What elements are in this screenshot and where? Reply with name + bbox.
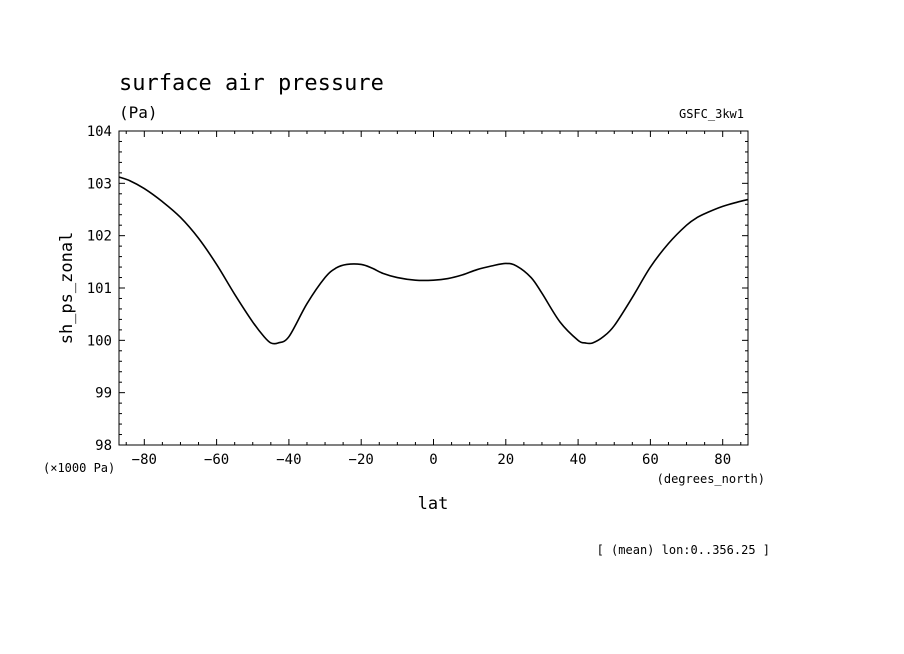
model-label: GSFC_3kw1 xyxy=(679,107,744,121)
y-axis-title: sh_ps_zonal xyxy=(57,232,77,345)
units-label: (Pa) xyxy=(119,103,158,122)
x-tick-label: −20 xyxy=(349,452,374,468)
x-axis-title: lat xyxy=(418,494,449,514)
x-tick-label: 40 xyxy=(570,452,587,468)
series-line xyxy=(118,176,749,345)
x-tick-label: 20 xyxy=(497,452,514,468)
x-axis-units: (degrees_north) xyxy=(657,472,765,486)
y-tick-label: 101 xyxy=(87,281,112,297)
footnote: [ (mean) lon:0..356.25 ] xyxy=(597,543,770,557)
plot-area: −80 −60 −40 −20 0 20 40 60 80 98 99 100 101 102 103 10… xyxy=(87,124,749,468)
x-tick-label: 80 xyxy=(714,452,731,468)
x-tick-label: −40 xyxy=(276,452,301,468)
y-axis: 98 99 100 101 102 103 104 xyxy=(87,124,748,454)
y-tick-label: 102 xyxy=(87,229,112,245)
y-tick-label: 104 xyxy=(87,124,112,140)
chart-title: surface air pressure xyxy=(119,71,384,96)
y-tick-label: 103 xyxy=(87,176,112,192)
x-tick-label: 60 xyxy=(642,452,659,468)
y-scale-label: (×1000 Pa) xyxy=(43,461,115,475)
x-tick-label: −60 xyxy=(204,452,229,468)
y-tick-label: 99 xyxy=(95,386,112,402)
plot-frame xyxy=(118,130,749,446)
x-tick-label: −80 xyxy=(132,452,157,468)
x-axis: −80 −60 −40 −20 0 20 40 60 80 xyxy=(125,131,742,468)
x-tick-label: 0 xyxy=(429,452,437,468)
y-tick-label: 100 xyxy=(87,333,112,349)
y-tick-label: 98 xyxy=(95,438,112,454)
